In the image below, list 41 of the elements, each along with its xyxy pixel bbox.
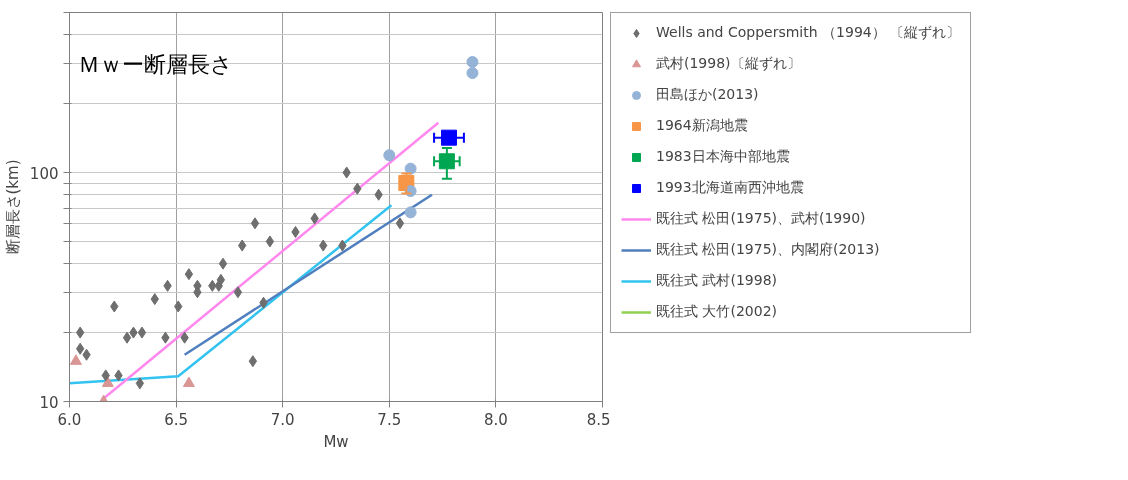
point	[466, 55, 479, 68]
legend-label: 田島ほか(2013)	[656, 86, 759, 104]
text: Ｍｗー断層長さ	[77, 51, 233, 77]
point	[265, 235, 275, 248]
legend-label: 既往式 松田(1975)、内閣府(2013)	[656, 241, 880, 259]
point	[184, 268, 194, 281]
y-axis-title: 断層長さ(km)	[3, 159, 22, 255]
point	[404, 162, 417, 175]
point	[404, 206, 417, 219]
point	[137, 326, 147, 339]
x-tick-label: 7.0	[270, 410, 295, 429]
point	[248, 355, 258, 368]
y-tick-label: 10	[39, 393, 59, 412]
point	[75, 326, 85, 339]
point	[182, 376, 195, 388]
x-tick-label: 8.0	[483, 410, 508, 429]
point	[69, 354, 82, 365]
legend-label: 既往式 武村(1998)	[656, 272, 778, 290]
y-tick-label: 100	[29, 164, 59, 183]
point	[135, 377, 145, 390]
point	[466, 67, 479, 80]
legend-label: Wells and Coppersmith （1994） 〔縦ずれ〕	[656, 24, 961, 42]
x-tick-label: 7.5	[377, 410, 402, 429]
point	[395, 217, 405, 230]
point	[383, 149, 396, 162]
x-axis-title: Mw	[323, 432, 349, 451]
legend-label: 既往式 松田(1975)、武村(1990)	[656, 210, 866, 228]
legend-label: 1964新潟地震	[656, 117, 748, 135]
x-tick-label: 6.0	[57, 410, 82, 429]
legend-label: 1983日本海中部地震	[656, 148, 790, 166]
legend-label: 既往式 大竹(2002)	[656, 303, 778, 321]
point	[75, 342, 85, 355]
point	[122, 331, 132, 344]
x-tick-label: 8.5	[586, 410, 611, 429]
point	[101, 376, 114, 388]
point	[250, 217, 260, 230]
point	[233, 286, 243, 299]
point	[218, 257, 228, 270]
x-tick-label: 6.5	[164, 410, 189, 429]
legend-label: 武村(1998)〔縦ずれ〕	[656, 55, 801, 73]
legend-label: 1993北海道南西沖地震	[656, 179, 804, 197]
